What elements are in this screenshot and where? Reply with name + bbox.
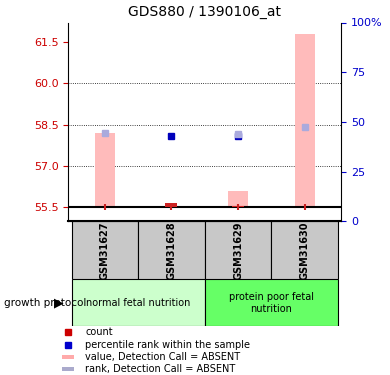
- Bar: [95, 133, 115, 207]
- Bar: [205, 279, 338, 326]
- Text: normal fetal nutrition: normal fetal nutrition: [86, 298, 190, 308]
- Bar: [138, 221, 205, 279]
- Text: value, Detection Call = ABSENT: value, Detection Call = ABSENT: [85, 352, 240, 362]
- Text: count: count: [85, 327, 113, 338]
- Text: percentile rank within the sample: percentile rank within the sample: [85, 339, 250, 350]
- Bar: [294, 33, 315, 207]
- Text: GSM31627: GSM31627: [100, 221, 110, 280]
- Bar: [205, 221, 271, 279]
- Bar: [165, 203, 177, 207]
- Text: GSM31629: GSM31629: [233, 221, 243, 280]
- Title: GDS880 / 1390106_at: GDS880 / 1390106_at: [128, 5, 281, 19]
- Text: ▶: ▶: [54, 296, 63, 309]
- Bar: [62, 355, 74, 358]
- Text: rank, Detection Call = ABSENT: rank, Detection Call = ABSENT: [85, 364, 235, 374]
- Bar: [271, 221, 338, 279]
- Text: growth protocol: growth protocol: [4, 298, 86, 308]
- Text: GSM31630: GSM31630: [300, 221, 310, 280]
- Text: protein poor fetal
nutrition: protein poor fetal nutrition: [229, 292, 314, 314]
- Bar: [72, 279, 205, 326]
- Bar: [62, 367, 74, 371]
- Text: GSM31628: GSM31628: [167, 221, 176, 280]
- Bar: [228, 191, 248, 207]
- Bar: [72, 221, 138, 279]
- Bar: [232, 206, 244, 207]
